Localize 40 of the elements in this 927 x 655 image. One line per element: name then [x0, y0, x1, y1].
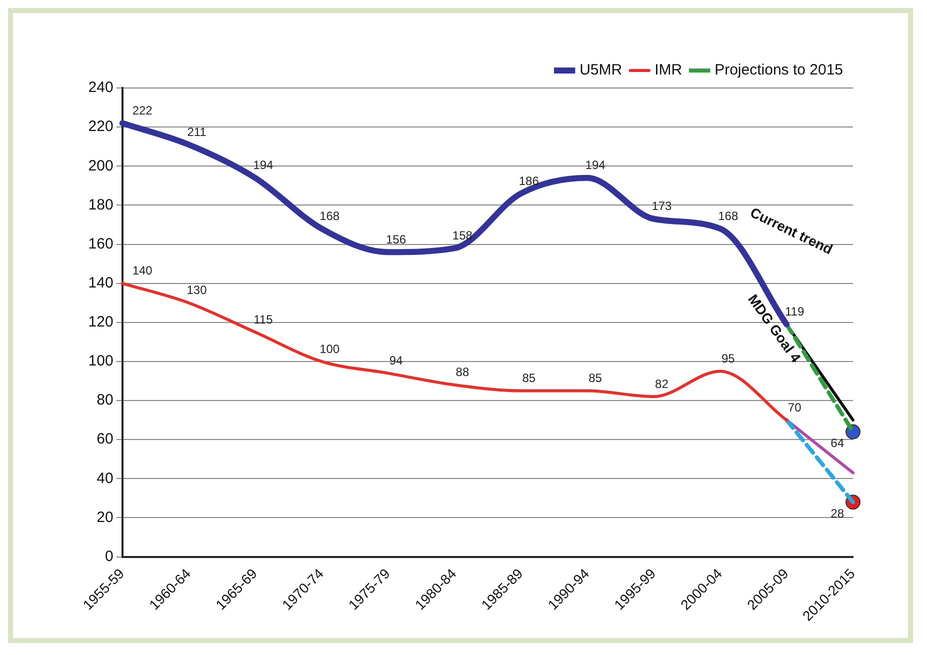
data-label: 100: [320, 342, 340, 356]
y-tick-label: 40: [96, 470, 114, 487]
y-tick-label: 20: [96, 508, 114, 526]
data-label: 194: [585, 158, 606, 172]
y-tick-label: 120: [88, 314, 114, 331]
data-label: 85: [522, 371, 536, 386]
legend-label: IMR: [654, 62, 682, 79]
data-label: 70: [788, 400, 802, 414]
y-tick-label: 240: [88, 79, 114, 96]
y-tick-label: 200: [88, 157, 114, 174]
y-tick-label: 140: [88, 274, 114, 292]
data-label: 94: [389, 353, 404, 368]
data-label: 222: [132, 103, 153, 118]
data-label: 88: [456, 365, 470, 380]
data-label: 168: [320, 208, 340, 223]
y-tick-label: 60: [96, 430, 114, 448]
y-tick-label: 80: [96, 392, 114, 409]
data-label: 156: [386, 232, 406, 246]
legend-label: Projections to 2015: [714, 62, 844, 79]
y-tick-label: 180: [88, 196, 114, 214]
data-label: 130: [186, 283, 208, 298]
data-label: 186: [518, 174, 540, 188]
data-label: 194: [253, 158, 274, 172]
data-label: 95: [721, 352, 736, 366]
y-tick-label: 0: [104, 548, 114, 565]
data-label: 140: [132, 264, 153, 278]
data-label: 115: [254, 312, 274, 326]
data-label: 158: [452, 228, 473, 242]
data-label: 28: [830, 506, 844, 520]
data-label: 85: [588, 371, 602, 386]
legend-label: U5MR: [580, 62, 622, 79]
data-label: 173: [652, 199, 672, 214]
data-label: 119: [785, 304, 804, 319]
data-label: 82: [655, 376, 669, 391]
data-label: 64: [830, 436, 844, 450]
data-label: 211: [187, 124, 207, 139]
y-tick-label: 220: [88, 118, 114, 136]
data-label: 168: [718, 208, 738, 223]
y-tick-label: 100: [88, 352, 114, 370]
y-tick-label: 160: [88, 235, 114, 252]
